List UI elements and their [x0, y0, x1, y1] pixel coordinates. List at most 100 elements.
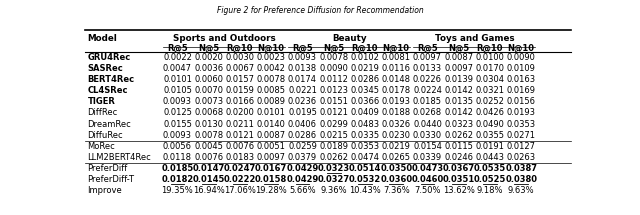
Text: 19.28%: 19.28%: [255, 186, 287, 195]
Text: 0.0093: 0.0093: [163, 131, 192, 140]
Text: SASRec: SASRec: [88, 64, 123, 73]
Text: 16.94%: 16.94%: [193, 186, 225, 195]
Text: PreferDiff-T: PreferDiff-T: [88, 175, 134, 184]
Text: 13.62%: 13.62%: [443, 186, 475, 195]
Text: 0.0076: 0.0076: [225, 142, 255, 151]
Text: 0.0130: 0.0130: [194, 120, 223, 129]
Text: 0.0101: 0.0101: [257, 109, 285, 117]
Text: 0.0409: 0.0409: [351, 109, 380, 117]
Text: 0.0109: 0.0109: [507, 64, 536, 73]
Text: 0.0355: 0.0355: [476, 131, 504, 140]
Text: 0.0135: 0.0135: [444, 97, 473, 106]
Text: 0.0036: 0.0036: [194, 64, 223, 73]
Text: 0.0051: 0.0051: [257, 142, 285, 151]
Text: 0.0097: 0.0097: [444, 64, 473, 73]
Text: R@10: R@10: [477, 44, 503, 53]
Text: 0.0178: 0.0178: [381, 86, 411, 95]
Text: BERT4Rec: BERT4Rec: [88, 75, 134, 84]
Text: 5.66%: 5.66%: [289, 186, 316, 195]
Text: 0.0263: 0.0263: [507, 153, 536, 162]
Text: 0.0123: 0.0123: [319, 86, 348, 95]
Text: 0.0182: 0.0182: [161, 175, 193, 184]
Text: 9.18%: 9.18%: [477, 186, 503, 195]
Text: 0.0345: 0.0345: [351, 86, 380, 95]
Text: 0.0078: 0.0078: [319, 53, 348, 62]
Text: 0.0323: 0.0323: [444, 120, 473, 129]
Text: 0.0022: 0.0022: [163, 53, 192, 62]
Text: 0.0429: 0.0429: [286, 175, 319, 184]
Text: 0.0246: 0.0246: [444, 153, 473, 162]
Text: 0.0090: 0.0090: [319, 64, 348, 73]
Text: 0.0087: 0.0087: [444, 53, 473, 62]
Text: 0.0460: 0.0460: [412, 175, 444, 184]
Text: 0.0200: 0.0200: [225, 109, 254, 117]
Text: N@10: N@10: [258, 44, 285, 53]
Text: 0.0252: 0.0252: [476, 97, 504, 106]
Text: R@5: R@5: [417, 44, 438, 53]
Text: LLM2BERT4Rec: LLM2BERT4Rec: [88, 153, 151, 162]
Text: 17.06%: 17.06%: [224, 186, 256, 195]
Text: PreferDiff: PreferDiff: [88, 164, 128, 173]
Text: 0.0226: 0.0226: [413, 75, 442, 84]
Text: 0.0193: 0.0193: [507, 109, 536, 117]
Text: 0.0047: 0.0047: [163, 64, 192, 73]
Text: 0.0042: 0.0042: [257, 64, 285, 73]
Text: 0.0211: 0.0211: [225, 120, 254, 129]
Text: 0.0093: 0.0093: [163, 97, 192, 106]
Text: 0.0101: 0.0101: [163, 75, 192, 84]
Text: N@5: N@5: [448, 44, 469, 53]
Text: 0.0087: 0.0087: [257, 131, 286, 140]
Text: Sports and Outdoors: Sports and Outdoors: [173, 34, 276, 43]
Text: 0.0262: 0.0262: [444, 131, 473, 140]
Text: 0.0023: 0.0023: [257, 53, 285, 62]
Text: 0.0193: 0.0193: [381, 97, 411, 106]
Text: 0.0097: 0.0097: [257, 153, 285, 162]
Text: 0.0157: 0.0157: [225, 75, 255, 84]
Text: 0.0262: 0.0262: [319, 153, 348, 162]
Text: R@10: R@10: [352, 44, 378, 53]
Text: 0.0535: 0.0535: [474, 164, 506, 173]
Text: 0.0085: 0.0085: [257, 86, 285, 95]
Text: 0.0140: 0.0140: [257, 120, 285, 129]
Text: 0.0236: 0.0236: [288, 97, 317, 106]
Text: N@10: N@10: [383, 44, 410, 53]
Text: 0.0474: 0.0474: [351, 153, 380, 162]
Text: 0.0125: 0.0125: [163, 109, 192, 117]
Text: 0.0350: 0.0350: [380, 164, 412, 173]
Text: CL4SRec: CL4SRec: [88, 86, 128, 95]
Text: 0.0045: 0.0045: [195, 142, 223, 151]
Text: 0.0286: 0.0286: [288, 131, 317, 140]
Text: 0.0380: 0.0380: [505, 175, 537, 184]
Text: N@5: N@5: [323, 44, 344, 53]
Text: 0.0166: 0.0166: [225, 97, 255, 106]
Text: 0.0440: 0.0440: [413, 120, 442, 129]
Text: 0.0271: 0.0271: [507, 131, 536, 140]
Text: 0.0195: 0.0195: [288, 109, 317, 117]
Text: 0.0151: 0.0151: [319, 97, 348, 106]
Text: GRU4Rec: GRU4Rec: [88, 53, 131, 62]
Text: Improve: Improve: [88, 186, 122, 195]
Text: R@5: R@5: [292, 44, 313, 53]
Text: 0.0230: 0.0230: [381, 131, 411, 140]
Text: 0.0353: 0.0353: [507, 120, 536, 129]
Text: 0.0090: 0.0090: [507, 53, 536, 62]
Text: 9.36%: 9.36%: [321, 186, 347, 195]
Text: 0.0514: 0.0514: [349, 164, 381, 173]
Text: Figure 2 for Preference Diffusion for Recommendation: Figure 2 for Preference Diffusion for Re…: [216, 6, 424, 15]
Text: 0.0326: 0.0326: [381, 120, 411, 129]
Text: 0.0138: 0.0138: [288, 64, 317, 73]
Text: 0.0156: 0.0156: [507, 97, 536, 106]
Text: 0.0147: 0.0147: [193, 164, 225, 173]
Text: 0.0304: 0.0304: [476, 75, 504, 84]
Text: 0.0100: 0.0100: [476, 53, 504, 62]
Text: 0.0163: 0.0163: [507, 75, 536, 84]
Text: R@5: R@5: [167, 44, 188, 53]
Text: 0.0353: 0.0353: [350, 142, 380, 151]
Text: 0.0121: 0.0121: [319, 109, 348, 117]
Text: 0.0339: 0.0339: [413, 153, 442, 162]
Text: 0.0142: 0.0142: [444, 109, 473, 117]
Text: 0.0158: 0.0158: [255, 175, 287, 184]
Text: 0.0020: 0.0020: [195, 53, 223, 62]
Text: 0.0265: 0.0265: [381, 153, 411, 162]
Text: 0.0247: 0.0247: [224, 164, 256, 173]
